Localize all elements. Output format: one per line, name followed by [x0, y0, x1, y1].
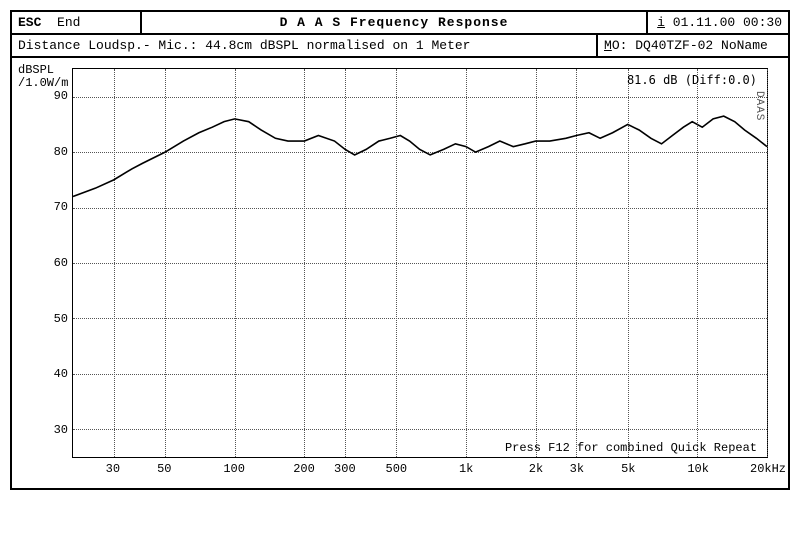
- x-tick-label: 200: [293, 462, 315, 476]
- y-tick-label: 50: [40, 312, 68, 326]
- x-tick-label: 500: [386, 462, 408, 476]
- esc-key: ESC: [18, 15, 41, 30]
- x-tick-label: 1k: [459, 462, 473, 476]
- timestamp-cell: i 01.11.00 00:30: [648, 12, 788, 33]
- gridline-v: [767, 69, 768, 457]
- x-tick-label: 3k: [570, 462, 584, 476]
- measurement-info: Distance Loudsp.- Mic.: 44.8cm dBSPL nor…: [12, 35, 598, 56]
- y-tick-label: 90: [40, 89, 68, 103]
- app-title-text: D A A S Frequency Response: [280, 15, 509, 30]
- x-tick-label: 20kHz: [750, 462, 786, 476]
- info-bar: Distance Loudsp.- Mic.: 44.8cm dBSPL nor…: [12, 35, 788, 58]
- file-info: MO: DQ40TZF-02 NoName: [598, 35, 788, 56]
- x-tick-label: 10k: [687, 462, 709, 476]
- file-info-text: O: DQ40TZF-02 NoName: [612, 38, 768, 53]
- frequency-response-curve: [73, 69, 767, 457]
- esc-label: End: [57, 15, 80, 30]
- x-tick-label: 100: [223, 462, 245, 476]
- footer-hint: Press F12 for combined Quick Repeat: [505, 441, 757, 455]
- x-tick-label: 2k: [529, 462, 543, 476]
- y-axis-label: dBSPL /1.0W/m: [18, 64, 68, 90]
- y-tick-label: 30: [40, 423, 68, 437]
- plot-region: 81.6 dB (Diff:0.0) DAAS Press F12 for co…: [72, 68, 768, 458]
- file-info-prefix: M: [604, 38, 612, 53]
- cursor-readout: 81.6 dB (Diff:0.0): [627, 73, 757, 87]
- y-tick-label: 60: [40, 256, 68, 270]
- app-window: ESC End D A A S Frequency Response i 01.…: [10, 10, 790, 490]
- chart-area: dBSPL /1.0W/m 81.6 dB (Diff:0.0) DAAS Pr…: [12, 58, 788, 488]
- ylabel-1: dBSPL: [18, 63, 54, 77]
- x-tick-label: 5k: [621, 462, 635, 476]
- y-tick-label: 80: [40, 145, 68, 159]
- y-tick-label: 70: [40, 200, 68, 214]
- x-tick-label: 300: [334, 462, 356, 476]
- title-bar: ESC End D A A S Frequency Response i 01.…: [12, 12, 788, 35]
- app-title: D A A S Frequency Response: [142, 12, 648, 33]
- timestamp-prefix: i: [657, 15, 665, 30]
- x-tick-label: 50: [157, 462, 171, 476]
- watermark: DAAS: [753, 91, 765, 121]
- x-tick-label: 30: [106, 462, 120, 476]
- y-tick-label: 40: [40, 367, 68, 381]
- timestamp-text: 01.11.00 00:30: [673, 15, 782, 30]
- esc-button[interactable]: ESC End: [12, 12, 142, 33]
